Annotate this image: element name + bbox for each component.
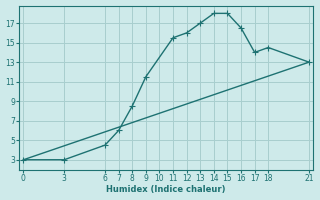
X-axis label: Humidex (Indice chaleur): Humidex (Indice chaleur) xyxy=(107,185,226,194)
